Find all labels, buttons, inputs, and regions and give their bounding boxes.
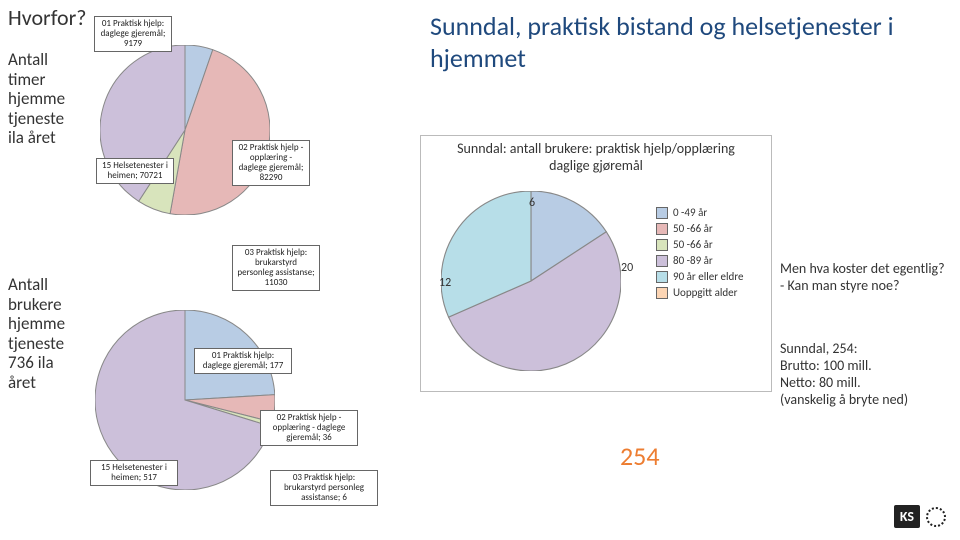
main-title: Sunndal, praktisk bistand og helsetjenes… <box>430 10 940 74</box>
left-block-2: Antall brukere hjemme tjeneste 736 ila å… <box>8 275 83 392</box>
legend-swatch <box>656 239 668 251</box>
legend-label: 50 -66 år <box>673 238 713 251</box>
pie3-dl-20: 20 <box>621 261 633 275</box>
ks-text: KS <box>894 505 920 528</box>
legend-item: Uoppgitt alder <box>656 286 744 299</box>
ks-logo: KS <box>894 505 946 528</box>
heading-hvorfor: Hvorfor? <box>8 4 86 31</box>
pie1-label-c: 03 Praktisk hjelp: brukarstyrd personleg… <box>232 245 320 291</box>
ks-swirl-icon <box>926 507 946 527</box>
legend-swatch <box>656 223 668 235</box>
right-text-2: Sunndal, 254: Brutto: 100 mill. Netto: 8… <box>780 340 955 408</box>
legend-label: 80 -89 år <box>673 254 713 267</box>
legend-label: 90 år eller eldre <box>673 270 744 283</box>
pie3-dl-6: 6 <box>529 196 535 210</box>
legend-item: 90 år eller eldre <box>656 270 744 283</box>
left-block-1: Antall timer hjemme tjeneste ila året <box>8 50 83 148</box>
pie1-label-d: 15 Helsetenester i heimen; 70721 <box>96 158 174 184</box>
big-number-254: 254 <box>620 440 660 472</box>
legend-label: 50 -66 år <box>673 222 713 235</box>
pie3-container: Sunndal: antall brukere: praktisk hjelp/… <box>420 135 772 392</box>
pie2-label-a: 01 Praktisk hjelp: daglege gjeremål; 177 <box>194 348 292 374</box>
legend-swatch <box>656 207 668 219</box>
pie1-label-b: 02 Praktisk hjelp - opplæring - daglege … <box>232 140 310 186</box>
right-text-1: Men hva koster det egentlig? - Kan man s… <box>780 260 955 294</box>
pie2-label-b: 02 Praktisk hjelp - opplæring - daglege … <box>260 410 358 446</box>
legend-label: 0 -49 år <box>673 206 707 219</box>
legend-swatch <box>656 271 668 283</box>
pie2-label-d: 15 Helsetenester i heimen; 517 <box>90 460 178 486</box>
legend-swatch <box>656 255 668 267</box>
pie-chart-age <box>441 191 621 371</box>
legend-item: 50 -66 år <box>656 238 744 251</box>
pie3-title: Sunndal: antall brukere: praktisk hjelp/… <box>421 136 771 174</box>
pie3-legend: 0 -49 år 50 -66 år 50 -66 år 80 -89 år 90 år… <box>656 206 744 302</box>
pie1-label-a: 01 Praktisk hjelp: daglege gjeremål; 917… <box>94 16 172 52</box>
pie2-label-c: 03 Praktisk hjelp: brukarstyrd personleg… <box>270 470 378 506</box>
pie3-dl-12: 12 <box>439 276 451 290</box>
legend-item: 50 -66 år <box>656 222 744 235</box>
pie-chart-hours <box>100 45 270 215</box>
legend-item: 80 -89 år <box>656 254 744 267</box>
legend-item: 0 -49 år <box>656 206 744 219</box>
legend-swatch <box>656 287 668 299</box>
legend-label: Uoppgitt alder <box>673 286 737 299</box>
